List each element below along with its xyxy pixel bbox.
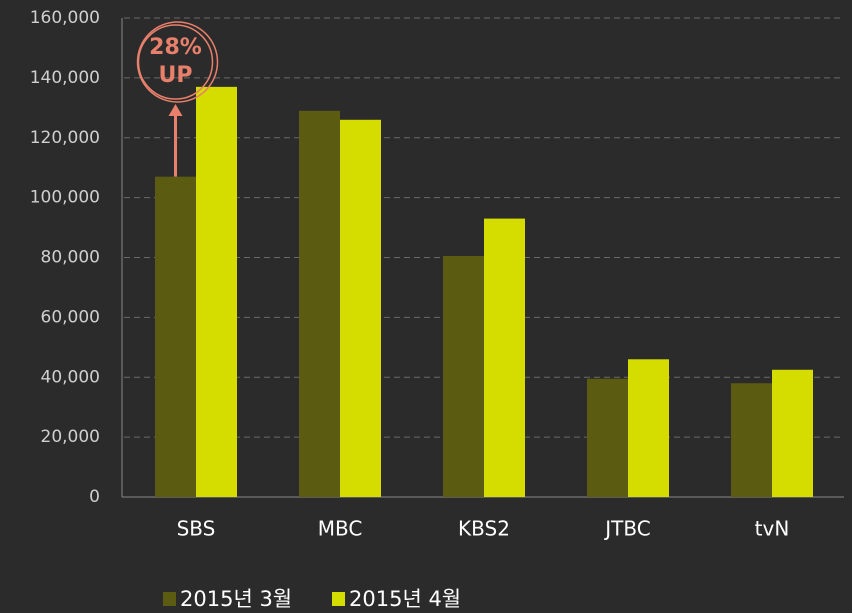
y-tick-label: 80,000 <box>41 248 100 268</box>
y-tick-label: 40,000 <box>41 367 100 387</box>
x-tick-label: MBC <box>318 517 363 541</box>
annotation-text: 28% <box>149 35 202 60</box>
y-tick-label: 160,000 <box>30 8 100 28</box>
bar <box>340 119 381 497</box>
y-tick-label: 0 <box>89 487 100 507</box>
bar <box>196 86 237 497</box>
arrow-head <box>168 104 183 116</box>
y-tick-label: 60,000 <box>41 307 100 327</box>
bar <box>299 110 340 498</box>
bar <box>731 383 772 497</box>
x-tick-label: JTBC <box>603 517 650 541</box>
legend-swatch <box>332 592 345 606</box>
bar <box>587 378 628 497</box>
y-tick-label: 120,000 <box>30 128 100 148</box>
bar <box>628 359 669 497</box>
bar <box>443 256 484 497</box>
y-tick-label: 140,000 <box>30 68 100 88</box>
annotation-ring <box>137 24 214 100</box>
y-tick-label: 20,000 <box>41 427 100 447</box>
x-tick-label: tvN <box>755 517 790 541</box>
legend-swatch <box>163 592 176 606</box>
bar <box>155 176 196 497</box>
legend-label: 2015년 4월 <box>349 587 461 611</box>
y-tick-label: 100,000 <box>30 188 100 208</box>
x-tick-label: KBS2 <box>458 517 510 541</box>
annotation-ring <box>136 21 219 103</box>
annotation-text: UP <box>159 63 193 88</box>
legend-label: 2015년 3월 <box>180 587 292 611</box>
bar <box>772 369 813 497</box>
x-tick-label: SBS <box>177 517 216 541</box>
bar <box>484 218 525 498</box>
